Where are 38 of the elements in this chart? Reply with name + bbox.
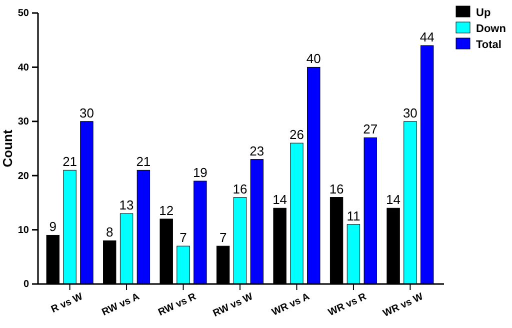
data-label: 40 [306, 51, 321, 66]
x-tick-label: WR vs A [270, 291, 312, 318]
data-label: 21 [136, 154, 151, 170]
data-label: 14 [386, 192, 401, 208]
data-label: 19 [192, 165, 208, 180]
data-label: 14 [272, 192, 288, 208]
data-label: 21 [62, 154, 78, 170]
data-label: 30 [402, 105, 418, 120]
legend-label: Up [476, 7, 491, 19]
data-label: 27 [363, 122, 378, 137]
legend-label: Total [476, 39, 502, 51]
x-tick-label: RW vs R [156, 291, 199, 318]
x-tick-label: RW vs A [100, 291, 142, 318]
data-label: 8 [106, 224, 114, 240]
data-label: 7 [180, 230, 187, 246]
y-tick-label: 0 [23, 279, 30, 290]
y-tick-label: 10 [18, 225, 30, 236]
y-tick-label: 30 [18, 116, 30, 128]
data-label: 23 [250, 143, 264, 158]
legend-label: Down [476, 23, 506, 35]
data-label: 44 [420, 30, 434, 45]
y-axis-title: Count [0, 129, 15, 168]
x-tick-label: RW vs W [211, 291, 256, 320]
y-tick-label: 20 [18, 170, 30, 182]
x-tick-label: WR vs W [382, 291, 426, 320]
x-tick-label: WR vs R [326, 291, 369, 319]
data-label: 11 [346, 208, 360, 224]
x-tick-label: R vs W [50, 291, 86, 316]
y-tick-label: 40 [18, 62, 30, 74]
data-label: 7 [219, 230, 227, 246]
data-label: 13 [119, 198, 134, 213]
data-label: 26 [290, 127, 304, 142]
data-label: 16 [329, 181, 344, 196]
data-label: 12 [159, 202, 174, 218]
data-label: 9 [49, 219, 56, 234]
data-label: 30 [79, 105, 94, 120]
y-tick-label: 50 [18, 8, 30, 20]
data-label: 16 [232, 181, 248, 196]
